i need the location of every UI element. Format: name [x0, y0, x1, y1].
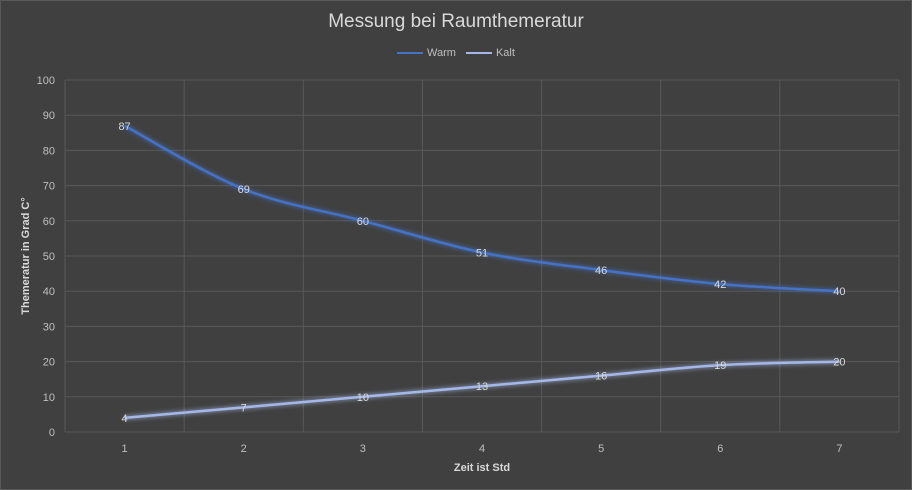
x-tick-label: 4 — [479, 443, 485, 455]
y-tick-label: 90 — [43, 110, 55, 122]
y-tick-label: 30 — [43, 321, 55, 333]
y-tick-label: 80 — [43, 145, 55, 157]
data-label: 42 — [714, 279, 726, 291]
y-tick-label: 40 — [43, 286, 55, 298]
x-tick-label: 2 — [241, 443, 247, 455]
data-label: 16 — [595, 371, 607, 383]
legend-item-warm: Warm — [397, 47, 456, 59]
data-label: 7 — [241, 402, 247, 414]
data-label: 60 — [357, 216, 369, 228]
x-tick-label: 6 — [717, 443, 723, 455]
data-label: 19 — [714, 360, 726, 372]
y-tick-label: 20 — [43, 357, 55, 369]
x-tick-label: 7 — [836, 443, 842, 455]
data-label: 40 — [833, 286, 845, 298]
y-tick-label: 50 — [43, 251, 55, 263]
data-label: 13 — [476, 381, 488, 393]
legend-label-warm: Warm — [427, 47, 456, 59]
y-axis-title: Themeratur in Grad C° — [20, 197, 32, 314]
y-tick-label: 0 — [49, 427, 55, 439]
y-tick-label: 10 — [43, 392, 55, 404]
legend-swatch-warm — [397, 52, 424, 54]
x-axis-title: Zeit ist Std — [454, 462, 510, 474]
data-label: 69 — [238, 184, 250, 196]
data-label: 51 — [476, 247, 488, 259]
series-line-kalt — [124, 360, 840, 420]
data-label: 4 — [122, 413, 128, 425]
data-label: 10 — [357, 392, 369, 404]
x-tick-label: 5 — [598, 443, 604, 455]
x-tick-label: 3 — [360, 443, 366, 455]
y-tick-label: 60 — [43, 216, 55, 228]
chart-title: Messung bei Raumthemeratur — [328, 11, 584, 32]
series-line-warm — [123, 124, 840, 293]
legend-item-kalt: Kalt — [465, 47, 515, 59]
y-tick-label: 100 — [37, 75, 55, 87]
legend-label-kalt: Kalt — [495, 47, 515, 59]
data-label: 20 — [833, 357, 845, 369]
y-tick-label: 70 — [43, 181, 55, 193]
x-tick-label: 1 — [122, 443, 128, 455]
data-label: 87 — [118, 121, 130, 133]
legend: Warm Kalt — [1, 47, 911, 59]
data-label: 46 — [595, 265, 607, 277]
legend-swatch-kalt — [465, 52, 492, 54]
